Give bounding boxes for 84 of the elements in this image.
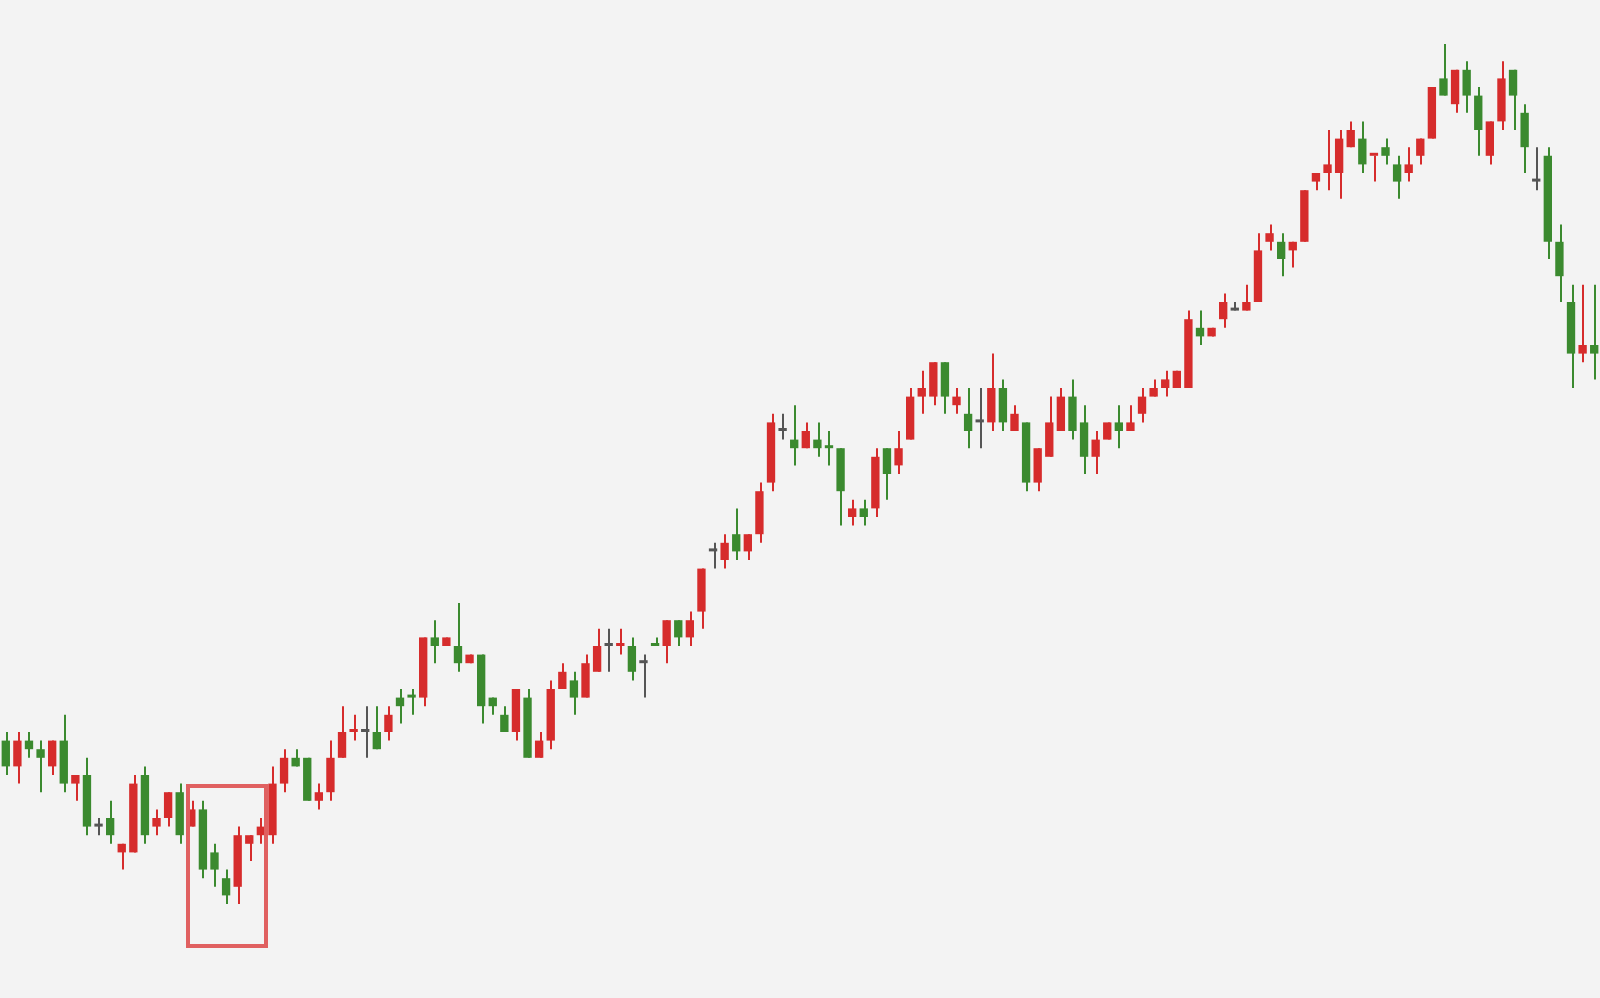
candlestick xyxy=(500,705,509,733)
candlestick xyxy=(1497,60,1506,131)
candlestick xyxy=(1450,68,1460,114)
candlestick xyxy=(1369,152,1379,183)
candlestick xyxy=(755,481,764,544)
candlestick xyxy=(1462,60,1471,114)
candlestick xyxy=(720,533,729,570)
candlestick xyxy=(1532,146,1541,192)
candlestick xyxy=(511,688,521,742)
candlestick xyxy=(627,636,637,682)
candlestick xyxy=(152,808,161,837)
candlestick xyxy=(1010,404,1019,432)
candlestick xyxy=(1590,283,1599,381)
candlestick xyxy=(801,421,810,450)
candlestick xyxy=(940,361,950,415)
candlestick xyxy=(905,387,915,441)
candlestick xyxy=(221,868,231,905)
candlestick xyxy=(697,567,706,630)
candlestick xyxy=(1485,120,1495,166)
candlestick xyxy=(708,541,718,570)
candlestick xyxy=(175,782,184,845)
candlestick xyxy=(1219,292,1228,329)
candlestick xyxy=(1276,232,1286,278)
candlestick xyxy=(13,731,22,785)
candlestick xyxy=(59,713,68,794)
candlestick xyxy=(349,713,358,742)
candlestick xyxy=(975,387,984,450)
candlestick xyxy=(882,447,892,501)
candlestick xyxy=(1392,154,1402,200)
candlestick xyxy=(1404,146,1413,183)
candlestick xyxy=(963,387,973,450)
candlestick xyxy=(685,610,695,647)
candlestick xyxy=(1439,43,1448,97)
candlestick xyxy=(1114,404,1124,450)
candlestick xyxy=(604,627,613,673)
candlestick xyxy=(407,688,416,716)
candlestick xyxy=(836,447,845,527)
candlestick xyxy=(639,653,648,699)
candlestick xyxy=(326,739,335,802)
candlestick xyxy=(743,533,752,561)
candlestick xyxy=(534,731,544,759)
candlestick xyxy=(1474,86,1483,157)
candlestick xyxy=(1265,223,1274,252)
candlestick xyxy=(1520,103,1529,174)
candlestick xyxy=(732,507,741,561)
candlestick xyxy=(1056,387,1066,432)
candlestick xyxy=(674,619,683,647)
candlestick xyxy=(998,378,1008,432)
candlestick xyxy=(1358,120,1367,174)
candlestick xyxy=(1381,137,1390,166)
candlestick xyxy=(163,791,173,828)
candlestick xyxy=(1578,283,1587,364)
candlestick xyxy=(71,774,80,802)
candlestick xyxy=(894,430,903,475)
candlestick xyxy=(952,387,961,415)
candlestick xyxy=(1161,369,1170,398)
candlestick xyxy=(105,799,115,845)
candlestick xyxy=(279,748,289,794)
candlestick xyxy=(372,705,381,751)
candlestick xyxy=(859,498,868,527)
candlestick xyxy=(36,739,45,794)
candlestick xyxy=(569,670,579,716)
candlestick xyxy=(1242,283,1251,312)
candlestick xyxy=(1137,387,1147,424)
candlestick xyxy=(848,498,857,527)
candlestick xyxy=(1346,120,1355,149)
candlestick xyxy=(384,705,393,742)
candlestick xyxy=(558,662,567,690)
candlestick xyxy=(1091,430,1100,475)
candlestick xyxy=(662,619,671,665)
candlestick xyxy=(453,602,463,673)
candlestick xyxy=(430,619,439,665)
candlestick xyxy=(616,627,625,656)
candlestick xyxy=(987,352,996,432)
candlestick xyxy=(361,705,370,759)
candlestick xyxy=(48,739,57,776)
candlestick xyxy=(1,731,10,776)
candlestick xyxy=(1555,223,1564,303)
candlestick xyxy=(778,412,787,441)
candlestick xyxy=(314,782,324,811)
candlestick xyxy=(1126,404,1135,432)
candlestick xyxy=(337,705,347,759)
candlestick xyxy=(1508,68,1518,131)
candlestick xyxy=(1416,137,1425,166)
